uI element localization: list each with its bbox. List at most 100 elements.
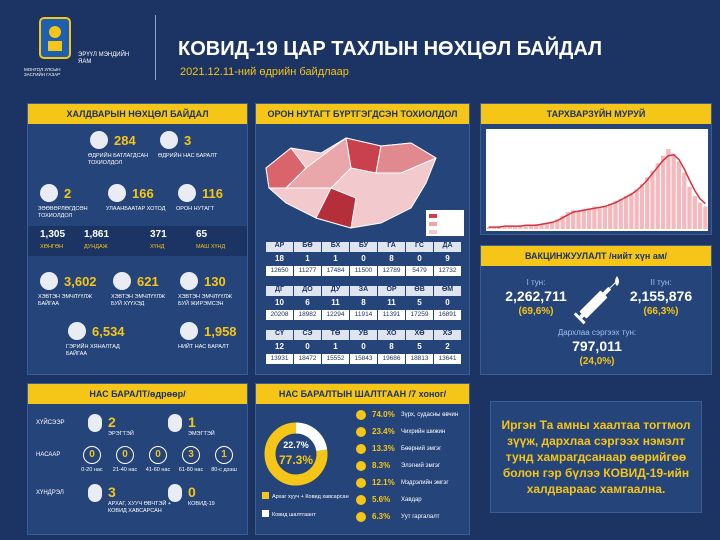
region-map [265, 137, 464, 236]
epi-bar [581, 209, 586, 229]
stat-label: ХЭВТЭН ЭМЧЛҮҮЛЖ БУЙ ХҮҮХЭД [111, 294, 166, 307]
epi-bar [676, 161, 682, 229]
org-name: МОНГОЛ УЛСЫН ЗАСГИЙН ГАЗАР [24, 67, 61, 77]
ministry-name: ЭРҮҮЛ МЭНДИЙН ЯАМ [78, 52, 130, 65]
region-total: 18813 [406, 354, 433, 364]
dose-percent: (66,3%) [643, 306, 679, 317]
epi-bar [486, 227, 491, 229]
dose-label: Дархлаа сэргээх тун: [557, 328, 637, 337]
stat-icon [180, 322, 198, 340]
stat-label: УЛААНБААТАР ХОТОД [106, 206, 166, 212]
message: Иргэн Та амны хаалтаа тогтмол зүүж, дарх… [490, 401, 702, 513]
epi-chart [486, 129, 708, 231]
age-circle [149, 446, 167, 464]
region-total: 12650 [266, 266, 293, 276]
region-daily: 2 [445, 342, 450, 351]
emblem [39, 17, 71, 59]
cause-value: 5.6% [372, 495, 391, 504]
vaccination-panel: ВАКЦИНЖУУЛАЛТ /нийт хүн ам/ I тун: 2,262,… [480, 245, 712, 375]
region-code: СҮ [266, 330, 293, 340]
region-code: ГА [378, 242, 405, 252]
dose-value: 2,262,711 [505, 288, 567, 304]
legend-swatch [262, 510, 269, 517]
stat-label: ХЭВТЭН ЭМЧЛҮҮЛЖ БУЙ ЖИРЭМСЭН [178, 294, 233, 307]
stat-label: ЗӨӨВӨРЛӨГДСӨН ТОХИОЛДОЛ [38, 206, 88, 219]
cause-label: Бөөрний эмгэг [401, 446, 442, 452]
epi-bar [597, 207, 602, 229]
epi-bar [655, 163, 660, 229]
stat-value: 2 [64, 186, 72, 201]
region-total: 19686 [378, 354, 405, 364]
region-total: 11277 [294, 266, 321, 276]
page-title: КОВИД-19 ЦАР ТАХЛЫН НӨХЦӨЛ БАЙДАЛ [178, 38, 603, 60]
severity-value: 1,861 [84, 229, 110, 240]
epi-bar [650, 170, 655, 229]
severity-label: ХҮНД [150, 244, 165, 250]
cause-icon [356, 478, 366, 488]
epi-bar [592, 206, 597, 229]
region-code: ОР [378, 286, 405, 296]
region-daily: 1 [333, 342, 338, 351]
region-code: ХО [378, 330, 405, 340]
region-total: 12294 [322, 310, 349, 320]
stat-label: ОРОН НУТАГТ [176, 206, 215, 212]
stat-icon [180, 272, 198, 290]
divider [155, 15, 156, 80]
donut-slice [295, 422, 328, 452]
region-total: 11391 [378, 310, 405, 320]
region-total: 20208 [266, 310, 293, 320]
death-icon [168, 414, 182, 432]
death-value: 3 [108, 484, 116, 500]
cause-value: 74.0% [372, 410, 395, 419]
cause-label: Мэдрэлийн эмгэг [401, 480, 449, 486]
panel-title: ТАРХВАРЗҮЙН МУРУЙ [481, 104, 711, 124]
cause-icon [356, 444, 366, 454]
region-daily: 0 [305, 342, 310, 351]
death-label: КОВИД-19 [188, 501, 215, 507]
region-code: ДУ [322, 286, 349, 296]
stat-value: 1,958 [204, 324, 237, 339]
cause-label: Уут гаргалалт [401, 514, 440, 520]
panel-title: НАС БАРАЛТЫН ШАЛТГААН /7 хоног/ [256, 384, 469, 404]
region-total: 11914 [350, 310, 377, 320]
epi-bar [518, 225, 523, 229]
region-daily: 1 [333, 254, 338, 263]
epi-bar [618, 198, 623, 229]
region-total: 15552 [322, 354, 349, 364]
epi-bar [544, 223, 549, 229]
death-value: 0 [188, 484, 196, 500]
message-panel: Иргэн Та амны хаалтаа тогтмол зүүж, дарх… [480, 383, 712, 535]
region-daily: 8 [361, 298, 366, 307]
stat-label: ГЭРИЙН ХЯНАЛТАД БАЙГАА [66, 344, 120, 357]
region-total: 13931 [266, 354, 293, 364]
region-daily: 11 [387, 298, 396, 307]
epi-bar [539, 224, 544, 229]
stat-value: 284 [114, 133, 136, 148]
region-code: ӨМ [434, 286, 461, 296]
age-label: 41-60 нас [145, 467, 171, 473]
region-code: ДА [434, 242, 461, 252]
death-label: ЭРЭГТЭЙ [108, 431, 134, 437]
region-code: БӨ [294, 242, 321, 252]
age-circle [182, 446, 200, 464]
cause-value: 8.3% [372, 461, 391, 470]
death-label: ЭМЭГТЭЙ [188, 431, 215, 437]
region-daily: 8 [389, 342, 394, 351]
region-daily: 11 [331, 298, 340, 307]
stat-value: 116 [202, 186, 223, 201]
stat-icon [40, 272, 58, 290]
severity-label: ХӨНГӨН [40, 244, 64, 250]
severity-value: 371 [150, 229, 167, 240]
region-total: 13641 [434, 354, 461, 364]
dose-percent: (24,0%) [579, 356, 615, 367]
dose-percent: (69,6%) [518, 306, 554, 317]
region-daily: 0 [361, 254, 366, 263]
regions-panel: ОРОН НУТАГТ БҮРТГЭГДСЭН ТОХИОЛДОЛ АР 18 12… [255, 103, 470, 375]
epi-bar [571, 210, 576, 229]
stat-icon [90, 131, 108, 149]
stat-value: 621 [137, 274, 159, 289]
epi-bar [660, 155, 666, 229]
region-code: АР [266, 242, 293, 252]
cause-value: 23.4% [372, 427, 395, 436]
